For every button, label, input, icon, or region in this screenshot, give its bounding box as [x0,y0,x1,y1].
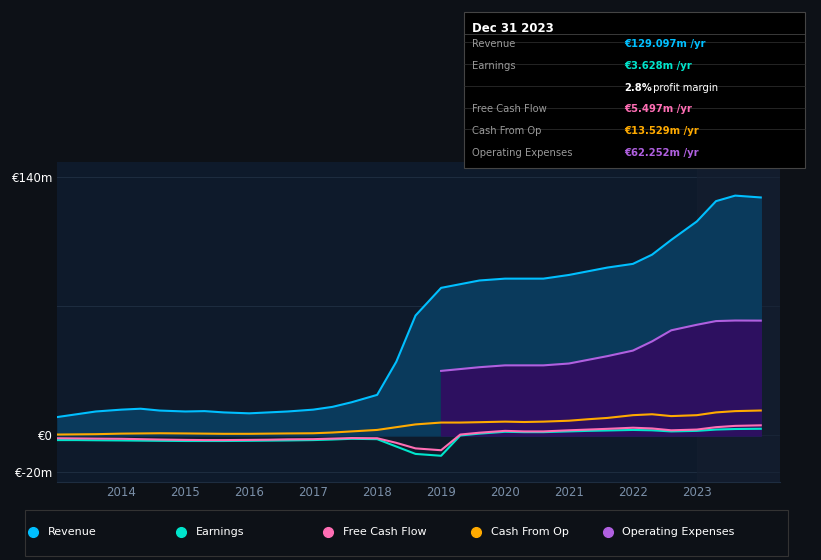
Text: Free Cash Flow: Free Cash Flow [472,105,547,114]
Text: Cash From Op: Cash From Op [472,126,542,136]
Text: €5.497m /yr: €5.497m /yr [624,105,692,114]
Text: €62.252m /yr: €62.252m /yr [624,148,699,158]
Text: Earnings: Earnings [472,61,516,71]
Text: €129.097m /yr: €129.097m /yr [624,39,705,49]
Text: €13.529m /yr: €13.529m /yr [624,126,699,136]
Text: Revenue: Revenue [48,527,96,537]
Text: Dec 31 2023: Dec 31 2023 [472,22,554,35]
FancyBboxPatch shape [25,510,788,556]
Text: Revenue: Revenue [472,39,516,49]
Text: €3.628m /yr: €3.628m /yr [624,61,692,71]
Text: Cash From Op: Cash From Op [491,527,569,537]
Text: Earnings: Earnings [195,527,244,537]
Text: profit margin: profit margin [650,83,718,93]
Bar [697,162,780,482]
Text: Operating Expenses: Operating Expenses [472,148,572,158]
Text: 2.8%: 2.8% [624,83,652,93]
Text: Free Cash Flow: Free Cash Flow [343,527,427,537]
Text: Operating Expenses: Operating Expenses [622,527,735,537]
